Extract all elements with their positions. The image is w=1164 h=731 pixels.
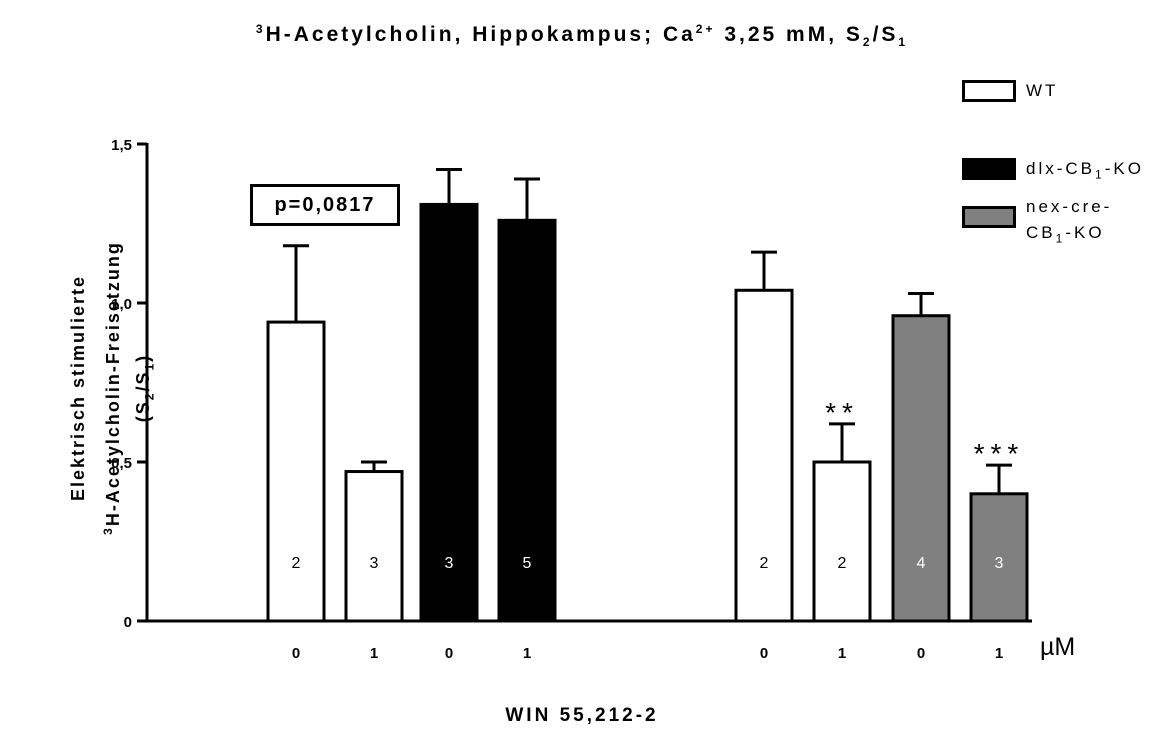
chart-title: 3H-Acetylcholin, Hippokampus; Ca2+ 3,25 … [0, 22, 1164, 49]
legend-swatch-wt [962, 80, 1016, 102]
legend-label-dlx: dlx-CB1-KO [1026, 156, 1144, 187]
legend-nex-line2-main: CB [1026, 223, 1056, 242]
y-tick-label-1: 0,5 [111, 455, 132, 472]
title-charge: 2+ [695, 22, 716, 36]
bar-7 [969, 492, 1029, 623]
n-label-0: 2 [292, 555, 301, 572]
bar-5 [812, 460, 872, 623]
y-label-sup: 3 [101, 526, 115, 535]
y-label-l3-post: ) [133, 353, 153, 362]
title-sub-1: 1 [898, 35, 909, 50]
bar-4 [734, 288, 794, 623]
legend-swatch-nex [962, 206, 1016, 228]
title-slash: /S [872, 23, 899, 46]
legend-dlx-main: dlx-CB [1026, 159, 1096, 178]
n-label-4: 2 [760, 555, 769, 572]
y-label-l3-sub1: 2 [142, 391, 157, 401]
legend-nex-line2-post: -KO [1065, 223, 1105, 242]
legend-dlx-post: -KO [1104, 159, 1144, 178]
y-tick-label-2: 1,0 [111, 296, 132, 313]
y-label-line1: Elektrisch stimulierte [68, 274, 88, 502]
n-label-6: 4 [917, 555, 926, 572]
y-tick-label-0: 0 [124, 614, 132, 631]
title-superscript: 3 [255, 22, 266, 36]
y-label-line2-text: H-Acetylcholin-Freisetzung [103, 241, 123, 527]
bar-2 [419, 202, 479, 623]
legend-nex-line1: nex-cre- [1026, 197, 1113, 216]
title-main: H-Acetylcholin, Hippokampus; Ca [265, 23, 696, 46]
n-label-7: 3 [995, 555, 1004, 572]
n-label-5: 2 [838, 555, 847, 572]
y-label-l3-sub2: 1 [142, 361, 157, 371]
n-label-2: 3 [445, 555, 454, 572]
bar-1 [344, 470, 404, 623]
legend-dlx-sub: 1 [1095, 167, 1105, 182]
x-tick-label-7: 1 [995, 645, 1003, 662]
y-tick-label-3: 1,5 [111, 137, 132, 154]
x-unit-label: µM [1040, 633, 1076, 661]
legend-nex-line2-sub: 1 [1055, 231, 1066, 246]
title-mid: 3,25 mM, S [715, 23, 863, 46]
n-label-1: 3 [370, 555, 379, 572]
y-label-l3-mid: /S [133, 370, 153, 392]
y-label-line2: 3H-Acetylcholin-Freisetzung [93, 88, 128, 688]
bar-0 [266, 320, 326, 623]
legend-label-wt: WT [1026, 78, 1058, 104]
legend-nex-line2: CB1-KO [1026, 220, 1112, 251]
significance-5: ** [825, 397, 859, 428]
y-label-line3: (S2/S1) [128, 88, 165, 688]
x-tick-label-4: 0 [760, 645, 768, 662]
x-tick-label-0: 0 [292, 645, 300, 662]
legend-wt-text: WT [1026, 81, 1059, 100]
n-label-3: 5 [523, 555, 532, 572]
x-axis-label: WIN 55,212-2 [505, 705, 659, 726]
y-axis-label: Elektrisch stimulierte 3H-Acetylcholin-F… [63, 88, 165, 688]
significance-7: *** [974, 438, 1025, 469]
x-tick-label-1: 1 [370, 645, 378, 662]
x-tick-label-3: 1 [523, 645, 531, 662]
x-tick-label-2: 0 [445, 645, 453, 662]
p-value-annotation: p=0,0817 [250, 184, 400, 226]
y-label-l3-pre: (S [133, 400, 153, 423]
bar-3 [497, 218, 557, 623]
legend-swatch-dlx [962, 158, 1016, 180]
x-tick-label-5: 1 [838, 645, 846, 662]
bar-6 [891, 314, 951, 623]
legend-label-nex: nex-cre- CB1-KO [1026, 194, 1112, 251]
title-sub-2: 2 [862, 35, 873, 50]
x-tick-label-6: 0 [917, 645, 925, 662]
